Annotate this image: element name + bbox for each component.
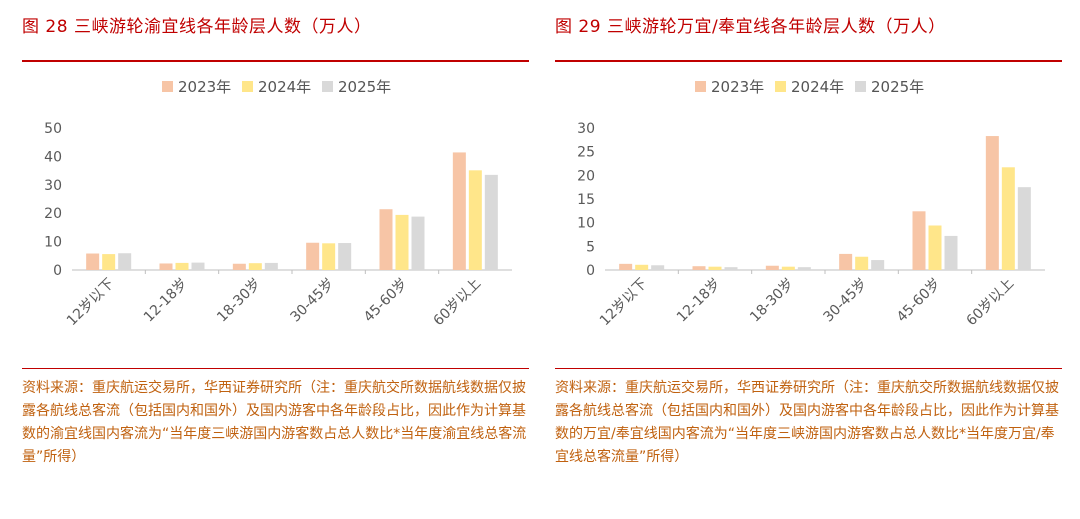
x-tick-label: 12岁以下: [64, 276, 118, 330]
age-group-bar-chart-wanyi-fengyi: 2023年 2024年 2025年 0 5 10 15 20 25 30 12岁以下 12-18岁 18…: [577, 78, 1045, 330]
x-tick-label: 30-45岁: [288, 276, 338, 326]
bar: [395, 214, 409, 270]
x-tick-label: 18-30岁: [214, 276, 264, 326]
legend-swatch: [855, 81, 866, 92]
x-tick-label: 45-60岁: [894, 276, 944, 326]
bar: [191, 262, 205, 270]
title-divider: [555, 60, 1062, 62]
source-divider: [22, 368, 529, 369]
bar: [248, 263, 262, 270]
y-tick-label: 50: [44, 121, 62, 137]
bar: [692, 266, 706, 270]
legend-label: 2025年: [338, 78, 391, 96]
y-tick-label: 30: [44, 178, 62, 194]
bar: [619, 263, 633, 270]
bar: [118, 253, 132, 270]
bar: [708, 266, 722, 270]
y-tick-label: 30: [577, 121, 595, 137]
y-tick-label: 15: [577, 192, 595, 208]
y-tick-label: 25: [577, 145, 595, 161]
figure-29-panel: 图 29 三峡游轮万宜/奉宜线各年龄层人数（万人） 2023年 2024年 2025…: [555, 0, 1062, 519]
bar: [468, 170, 482, 270]
x-tick-label: 30-45岁: [821, 276, 871, 326]
y-tick-label: 10: [44, 235, 62, 251]
bar: [322, 243, 336, 270]
x-tick-label: 60岁以上: [431, 276, 485, 330]
bar: [175, 262, 189, 270]
bar: [765, 265, 779, 270]
legend-swatch: [162, 81, 173, 92]
bar: [855, 256, 869, 270]
x-tick-label: 12-18岁: [141, 276, 191, 326]
legend-swatch: [242, 81, 253, 92]
bar: [651, 265, 665, 270]
legend-label: 2023年: [178, 78, 231, 96]
legend-label: 2023年: [711, 78, 764, 96]
legend-swatch: [322, 81, 333, 92]
y-tick-label: 10: [577, 216, 595, 232]
figure-title: 图 29 三峡游轮万宜/奉宜线各年龄层人数（万人）: [555, 17, 946, 37]
bar: [86, 253, 100, 270]
bar: [912, 211, 926, 270]
legend-label: 2024年: [791, 78, 844, 96]
legend-label: 2025年: [871, 78, 924, 96]
bar: [871, 260, 885, 270]
bar: [232, 263, 246, 270]
bar: [411, 216, 425, 270]
bar: [338, 243, 352, 270]
bar: [985, 136, 999, 270]
legend-swatch: [775, 81, 786, 92]
y-tick-label: 20: [577, 168, 595, 184]
x-tick-label: 60岁以上: [964, 276, 1018, 330]
age-group-bar-chart-yuyi: 2023年 2024年 2025年 0 10 20 30 40 50 12岁以下 12-18岁 18-…: [44, 78, 512, 330]
source-divider: [555, 368, 1062, 369]
bar: [944, 235, 958, 270]
x-tick-label: 12岁以下: [597, 276, 651, 330]
bar: [724, 267, 738, 270]
bar: [379, 209, 393, 270]
bar: [306, 242, 320, 270]
y-tick-label: 0: [53, 263, 62, 279]
y-tick-label: 40: [44, 149, 62, 165]
bar: [928, 225, 942, 270]
bar: [484, 174, 498, 270]
source-note: 资料来源：重庆航运交易所，华西证券研究所（注：重庆航交所数据航线数据仅披露各航线…: [555, 380, 1059, 465]
x-tick-label: 45-60岁: [361, 276, 411, 326]
bar: [1017, 187, 1031, 270]
bar: [839, 253, 853, 270]
bar: [264, 262, 278, 270]
x-tick-label: 12-18岁: [674, 276, 724, 326]
legend-swatch: [695, 81, 706, 92]
y-tick-label: 0: [586, 263, 595, 279]
y-tick-label: 5: [586, 239, 595, 255]
x-tick-label: 18-30岁: [747, 276, 797, 326]
bar: [635, 264, 649, 270]
bar: [159, 263, 173, 270]
source-note: 资料来源：重庆航运交易所，华西证券研究所（注：重庆航交所数据航线数据仅披露各航线…: [22, 380, 527, 465]
bar: [452, 152, 466, 270]
bar: [797, 267, 811, 270]
figure-title: 图 28 三峡游轮渝宜线各年龄层人数（万人）: [22, 17, 372, 37]
bar: [1001, 167, 1015, 270]
title-divider: [22, 60, 529, 62]
y-tick-label: 20: [44, 206, 62, 222]
figure-28-panel: 图 28 三峡游轮渝宜线各年龄层人数（万人） 2023年 2024年 2025年 0 1…: [22, 0, 529, 519]
bar: [102, 254, 116, 270]
bar: [781, 266, 795, 270]
legend-label: 2024年: [258, 78, 311, 96]
